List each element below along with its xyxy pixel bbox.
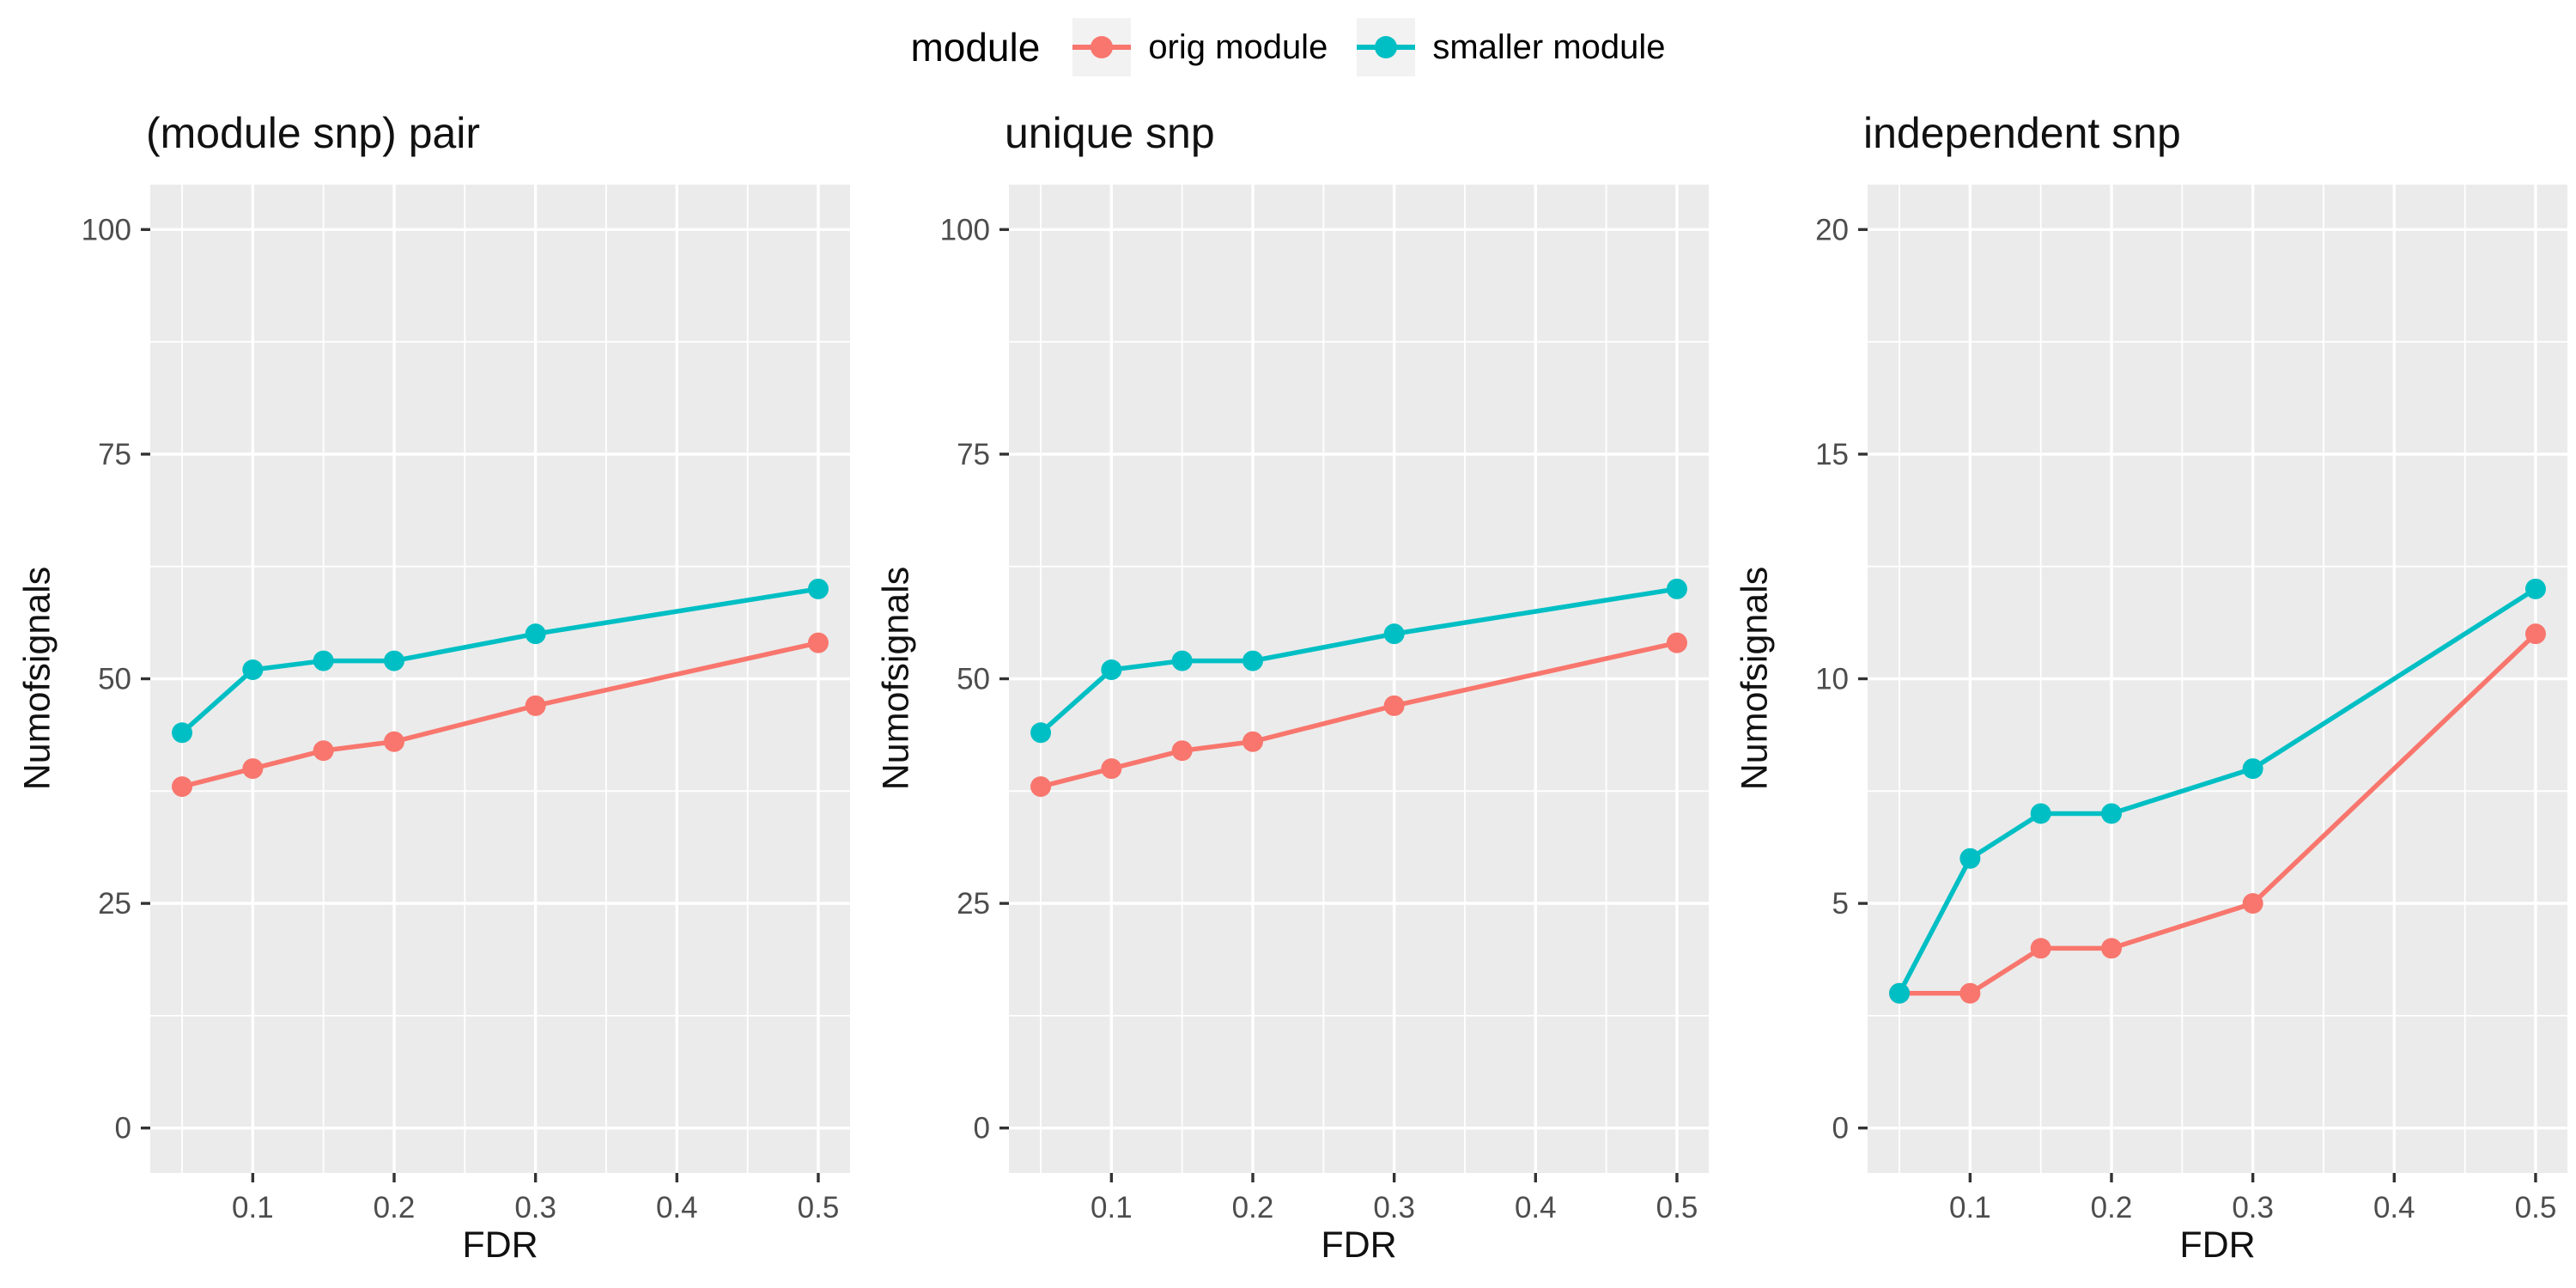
data-point-smaller-module xyxy=(1889,982,1911,1004)
legend-key-orig-module-icon xyxy=(1072,18,1132,76)
legend-key-smaller-module-icon xyxy=(1357,18,1416,76)
data-point-smaller-module xyxy=(242,659,264,681)
panel-title: (module snp) pair xyxy=(146,109,481,157)
x-tick-label: 0.2 xyxy=(2091,1191,2133,1224)
x-tick-label: 0.4 xyxy=(656,1191,698,1224)
chart-plot-area: 0.1 0.2 0.3 0.4 0.5 0 25 50 75 100 xyxy=(82,185,850,1224)
series-line-orig-module xyxy=(1897,631,2538,996)
y-axis-label: Numofsignals xyxy=(16,566,58,791)
panel-title: independent snp xyxy=(1863,109,2181,157)
x-axis-label: FDR xyxy=(462,1224,538,1266)
y-tick-label: 75 xyxy=(957,438,990,471)
data-point-smaller-module xyxy=(1171,650,1193,671)
data-point-orig-module xyxy=(2242,893,2263,914)
legend-label-orig-module: orig module xyxy=(1148,27,1328,66)
data-point-orig-module xyxy=(1666,632,1687,653)
chart-panel-independent-snp: 0.1 0.2 0.3 0.4 0.5 0 5 10 15 20 independent snp … xyxy=(1717,94,2576,1288)
data-point-orig-module xyxy=(1383,695,1405,716)
data-point-smaller-module xyxy=(2242,758,2263,780)
chart-plot-area: 0.1 0.2 0.3 0.4 0.5 0 5 10 15 20 xyxy=(1815,185,2567,1224)
data-point-smaller-module xyxy=(1101,659,1122,681)
x-tick-label: 0.3 xyxy=(514,1191,556,1224)
y-axis-label: Numofsignals xyxy=(875,566,917,791)
data-point-smaller-module xyxy=(2030,803,2051,824)
data-point-smaller-module xyxy=(2101,803,2123,824)
data-point-orig-module xyxy=(525,695,546,716)
panel-title: unique snp xyxy=(1005,109,1215,157)
y-tick-label: 100 xyxy=(82,213,131,246)
legend: module orig module smaller module xyxy=(0,0,2576,94)
y-tick-label: 25 xyxy=(98,887,131,920)
data-point-orig-module xyxy=(172,776,193,798)
x-tick-label: 0.1 xyxy=(1091,1191,1133,1224)
y-tick-label: 0 xyxy=(974,1112,990,1145)
x-tick-label: 0.4 xyxy=(2373,1191,2415,1224)
data-point-orig-module xyxy=(1171,740,1193,762)
data-point-orig-module xyxy=(242,758,264,780)
legend-item-orig-module: orig module xyxy=(1072,18,1327,76)
y-tick-label: 75 xyxy=(98,438,131,471)
y-tick-label: 50 xyxy=(957,663,990,696)
x-tick-label: 0.1 xyxy=(1949,1191,1991,1224)
x-axis-label: FDR xyxy=(1321,1224,1397,1266)
y-tick-label: 0 xyxy=(115,1112,131,1145)
legend-item-smaller-module: smaller module xyxy=(1357,18,1666,76)
y-tick-label: 15 xyxy=(1815,438,1849,471)
x-tick-label: 0.5 xyxy=(2515,1191,2557,1224)
data-point-smaller-module xyxy=(1242,650,1264,671)
x-tick-label: 0.3 xyxy=(1373,1191,1415,1224)
data-point-orig-module xyxy=(807,632,829,653)
series-line-smaller-module xyxy=(1038,586,1680,736)
data-point-smaller-module xyxy=(1383,623,1405,645)
data-point-orig-module xyxy=(384,731,405,752)
data-point-orig-module xyxy=(1101,758,1122,780)
data-point-orig-module xyxy=(2030,938,2051,959)
chart-panel-unique-snp: 0.1 0.2 0.3 0.4 0.5 0 25 50 75 100 unique snp Num… xyxy=(859,94,1717,1288)
data-point-orig-module xyxy=(1030,776,1052,798)
charts-row: 0.1 0.2 0.3 0.4 0.5 0 25 50 75 100 (module snp) p… xyxy=(0,94,2576,1288)
x-axis-label: FDR xyxy=(2179,1224,2256,1266)
legend-title: module xyxy=(910,25,1041,70)
chart-panel-module-snp-pair: 0.1 0.2 0.3 0.4 0.5 0 25 50 75 100 (module snp) p… xyxy=(0,94,859,1288)
x-tick-label: 0.2 xyxy=(1232,1191,1274,1224)
x-tick-label: 0.2 xyxy=(374,1191,416,1224)
y-tick-label: 0 xyxy=(1832,1112,1849,1145)
x-tick-label: 0.4 xyxy=(1515,1191,1557,1224)
x-tick-label: 0.1 xyxy=(232,1191,274,1224)
y-tick-label: 20 xyxy=(1815,213,1849,246)
data-point-orig-module xyxy=(2524,623,2546,645)
y-tick-label: 10 xyxy=(1815,663,1849,696)
x-tick-label: 0.5 xyxy=(1656,1191,1698,1224)
data-point-smaller-module xyxy=(1666,578,1687,599)
series-line-orig-module xyxy=(179,640,821,789)
legend-label-smaller-module: smaller module xyxy=(1432,27,1666,66)
data-point-orig-module xyxy=(1959,982,1981,1004)
data-point-smaller-module xyxy=(172,722,193,744)
series-line-smaller-module xyxy=(179,586,821,736)
chart-plot-area: 0.1 0.2 0.3 0.4 0.5 0 25 50 75 100 xyxy=(940,185,1709,1224)
data-point-smaller-module xyxy=(525,623,546,645)
series-line-smaller-module xyxy=(1897,586,2538,996)
data-point-orig-module xyxy=(2101,938,2123,959)
data-point-smaller-module xyxy=(1030,722,1052,744)
data-point-smaller-module xyxy=(1959,848,1981,869)
data-point-smaller-module xyxy=(2524,578,2546,599)
x-tick-label: 0.5 xyxy=(798,1191,840,1224)
data-point-orig-module xyxy=(1242,731,1264,752)
series-line-orig-module xyxy=(1038,640,1680,789)
y-tick-label: 25 xyxy=(957,887,990,920)
y-axis-label: Numofsignals xyxy=(1734,566,1776,791)
y-tick-label: 50 xyxy=(98,663,131,696)
y-tick-label: 100 xyxy=(940,213,990,246)
data-point-smaller-module xyxy=(807,578,829,599)
data-point-orig-module xyxy=(313,740,334,762)
x-tick-label: 0.3 xyxy=(2232,1191,2274,1224)
y-tick-label: 5 xyxy=(1832,887,1849,920)
data-point-smaller-module xyxy=(384,650,405,671)
data-point-smaller-module xyxy=(313,650,334,671)
